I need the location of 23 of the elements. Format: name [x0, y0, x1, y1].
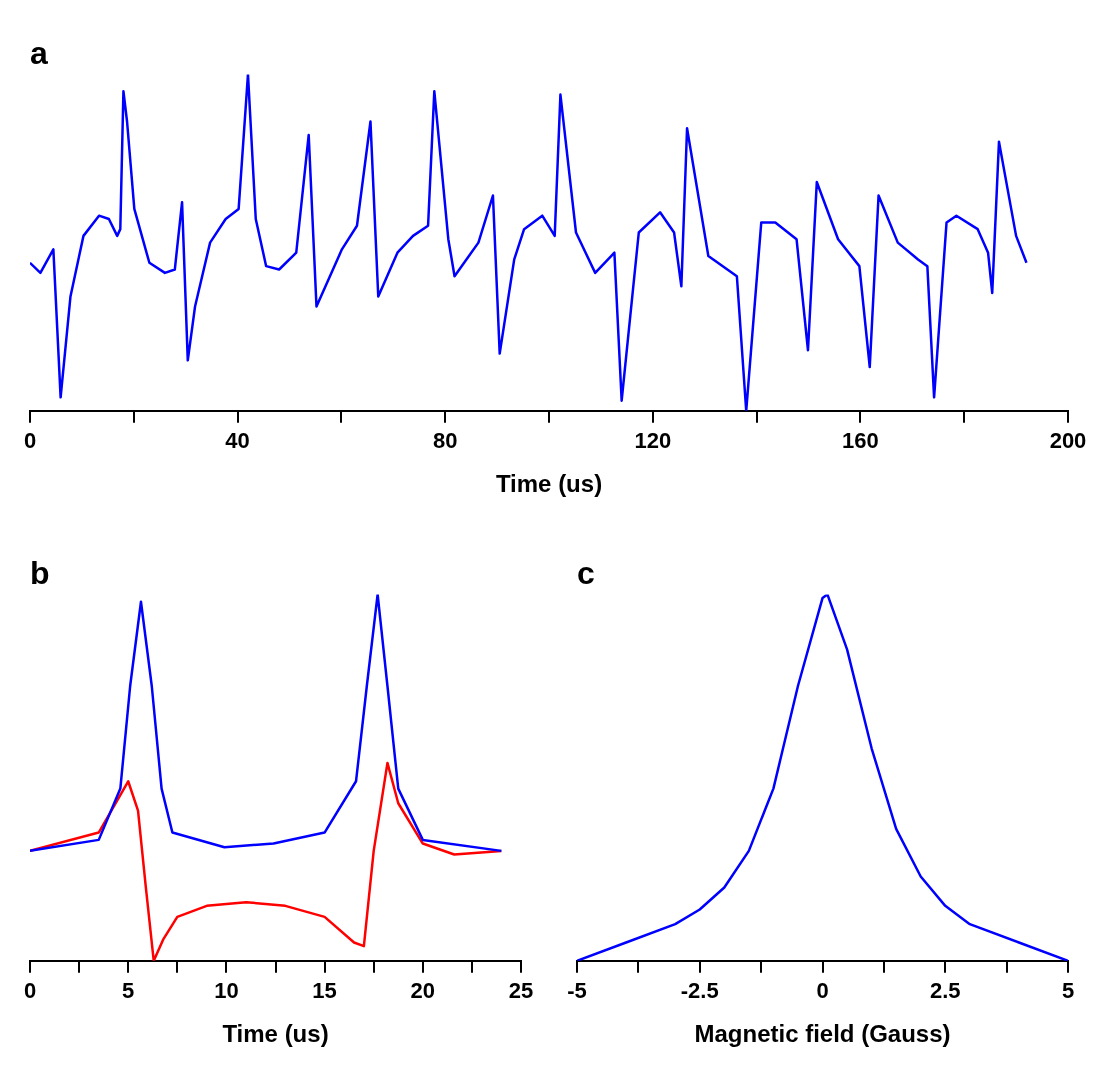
x-tick-label: 25	[508, 978, 534, 1004]
x-axis-title: Time (us)	[495, 470, 603, 498]
x-tick-label: 0	[23, 978, 37, 1004]
x-tick-label: -2.5	[680, 978, 719, 1004]
x-tick-label: 40	[225, 428, 250, 454]
x-tick-label: 80	[432, 428, 458, 454]
x-tick-label: 200	[1049, 428, 1087, 454]
x-tick-label: -5	[567, 978, 587, 1004]
x-tick-label: 20	[410, 978, 436, 1004]
x-tick-label: 5	[1061, 978, 1075, 1004]
chart-title: a	[30, 35, 48, 72]
x-axis-title: Magnetic field (Gauss)	[694, 1020, 951, 1048]
x-tick-label: 10	[214, 978, 239, 1004]
x-axis-title: Time (us)	[222, 1020, 329, 1048]
x-tick-label: 0	[23, 428, 37, 454]
chart-title: b	[30, 555, 50, 592]
x-tick-label: 0	[816, 978, 829, 1004]
x-tick-label: 15	[312, 978, 337, 1004]
x-tick-label: 5	[122, 978, 135, 1004]
x-tick-label: 2.5	[929, 978, 961, 1004]
chart-title: c	[577, 555, 595, 592]
x-tick-label: 160	[842, 428, 879, 454]
x-tick-label: 120	[634, 428, 672, 454]
